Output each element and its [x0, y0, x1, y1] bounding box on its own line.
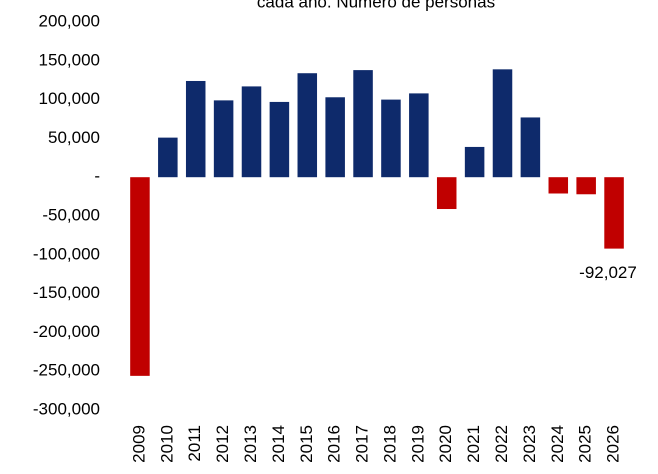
value-label: -92,027	[579, 263, 637, 282]
x-tick-label: 2025	[576, 425, 595, 463]
x-tick-label: 2016	[325, 425, 344, 463]
x-tick-label: 2019	[408, 425, 427, 463]
y-tick-label: -300,000	[33, 399, 100, 418]
x-tick-label: 2015	[297, 425, 316, 463]
x-tick-label: 2014	[269, 425, 288, 463]
x-tick-label: 2024	[548, 425, 567, 463]
x-tick-label: 2013	[241, 425, 260, 463]
bar	[297, 73, 318, 178]
y-tick-label: 200,000	[39, 11, 100, 30]
x-tick-label: 2020	[436, 425, 455, 463]
y-tick-label: -	[94, 167, 100, 186]
x-tick-label: 2018	[380, 425, 399, 463]
bar	[576, 177, 596, 195]
bar	[241, 86, 262, 178]
x-tick-label: 2011	[185, 425, 204, 462]
bar	[436, 177, 457, 210]
x-tick-label: 2023	[520, 425, 539, 463]
x-tick-label: 2009	[129, 425, 148, 463]
bar	[353, 70, 373, 178]
y-tick-label: -150,000	[33, 283, 100, 302]
x-tick-label: 2026	[604, 425, 623, 463]
x-tick-label: 2012	[213, 425, 232, 463]
bar	[130, 177, 150, 376]
bar	[409, 93, 429, 178]
bar	[213, 100, 234, 178]
y-tick-label: -100,000	[33, 244, 100, 263]
x-tick-label: 2017	[353, 425, 372, 463]
x-tick-label: 2022	[492, 425, 511, 463]
bar	[269, 101, 290, 178]
bar	[185, 80, 206, 178]
bar	[464, 146, 485, 178]
y-tick-label: 150,000	[39, 50, 100, 69]
bar	[604, 177, 624, 249]
y-tick-label: -200,000	[33, 322, 100, 341]
chart-title: cada año. Número de personas	[257, 0, 495, 11]
bar	[381, 99, 401, 178]
bar	[492, 69, 513, 178]
bar	[158, 137, 178, 178]
y-tick-label: 50,000	[48, 128, 100, 147]
x-tick-label: 2010	[157, 425, 176, 463]
bar	[325, 97, 345, 178]
y-tick-label: -50,000	[42, 205, 100, 224]
x-tick-label: 2021	[464, 425, 483, 463]
y-tick-label: 100,000	[39, 89, 100, 108]
y-tick-label: -250,000	[33, 361, 100, 380]
bar	[520, 117, 541, 178]
bar	[548, 177, 569, 194]
